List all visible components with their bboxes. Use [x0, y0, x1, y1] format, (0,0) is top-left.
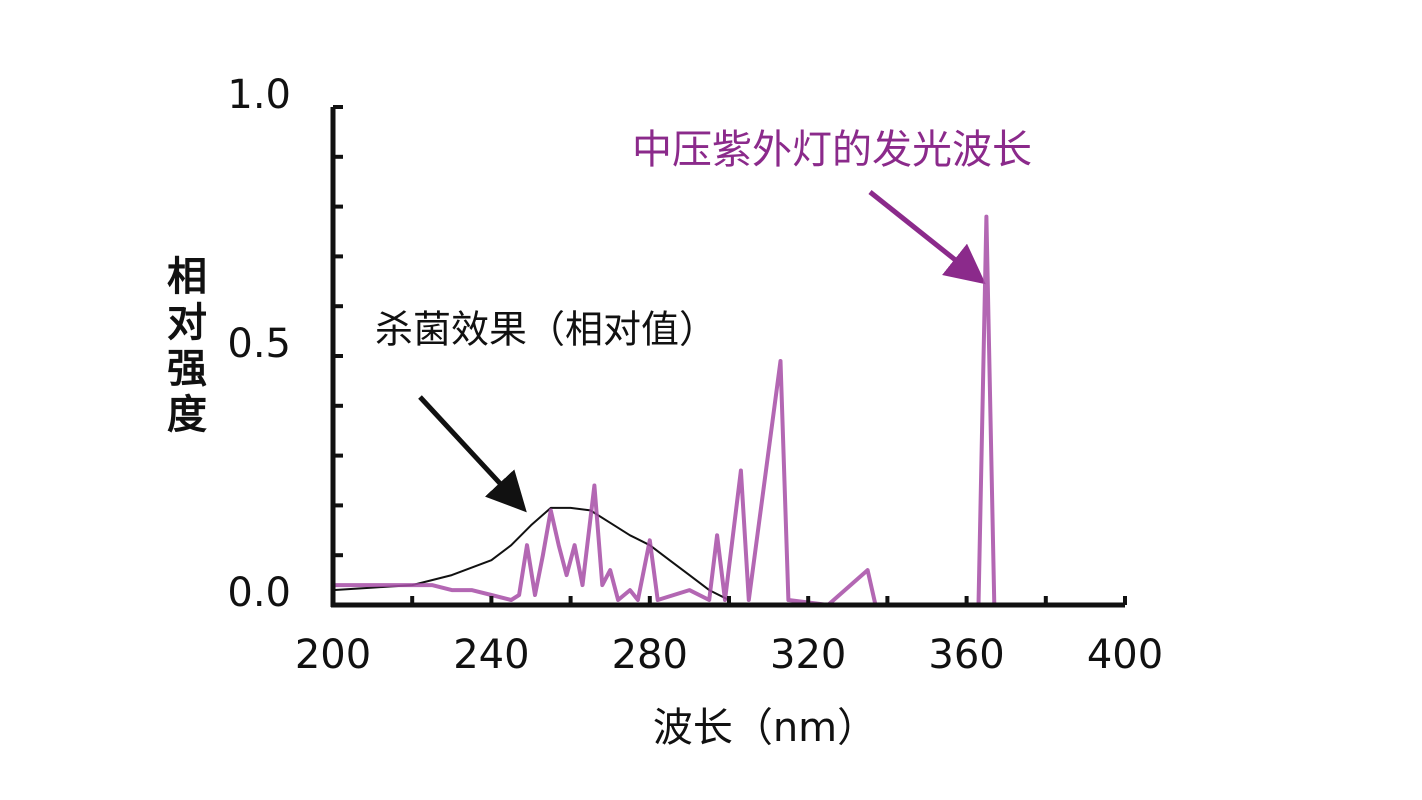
x-tick-label: 240 [453, 632, 529, 678]
annotation-arrow [868, 190, 986, 285]
x-axis-label: 波长（nm） [653, 705, 877, 751]
series-annotation: 杀菌效果（相对值） [375, 308, 717, 352]
series-line [333, 214, 1046, 607]
series-line [332, 506, 730, 601]
y-tick-label: 0.5 [227, 321, 291, 367]
y-tick-label: 1.0 [227, 72, 291, 118]
x-tick-label: 200 [295, 632, 371, 678]
annotation-arrow [418, 395, 527, 513]
x-tick-label: 400 [1087, 632, 1163, 678]
series-annotation: 中压紫外灯的发光波长 [632, 127, 1032, 173]
x-tick-label: 360 [928, 632, 1004, 678]
x-tick-label: 320 [770, 632, 846, 678]
y-tick-label: 0.0 [227, 570, 291, 616]
x-tick-label: 280 [612, 632, 688, 678]
y-axis-label: 相对强度 [160, 255, 207, 439]
